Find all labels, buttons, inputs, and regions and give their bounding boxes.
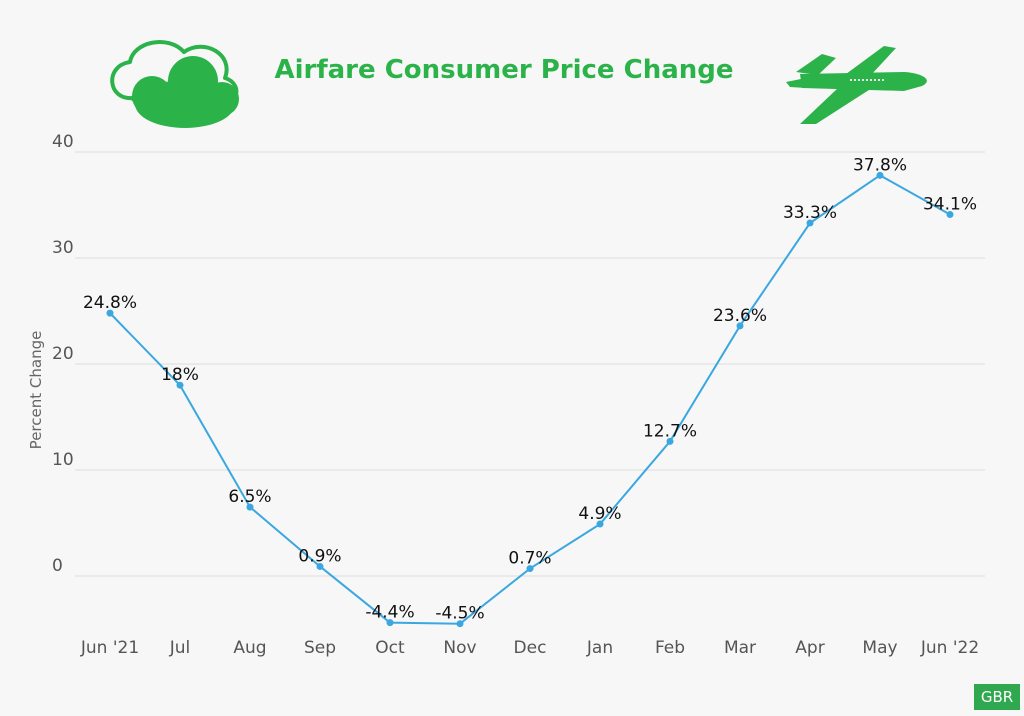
data-point <box>176 381 184 389</box>
data-point <box>246 503 254 511</box>
x-tick-label: Aug <box>233 638 266 658</box>
data-point <box>736 322 744 330</box>
x-tick-label: Jan <box>586 638 613 658</box>
data-point <box>106 309 114 317</box>
y-tick-label: 20 <box>52 344 74 364</box>
x-tick-label: May <box>862 638 897 658</box>
data-point <box>666 437 674 445</box>
y-tick-label: 10 <box>52 450 74 470</box>
data-label: -4.4% <box>365 603 414 623</box>
data-point <box>456 620 464 628</box>
x-tick-label: Apr <box>795 638 824 658</box>
y-axis-label: Percent Change <box>27 331 45 450</box>
data-point <box>596 520 604 528</box>
x-tick-label: Mar <box>724 638 756 658</box>
x-tick-label: Dec <box>514 638 547 658</box>
data-point <box>946 211 954 219</box>
source-badge: GBR <box>974 684 1020 710</box>
y-tick-label: 0 <box>52 556 63 576</box>
data-label: 24.8% <box>83 293 137 313</box>
data-label: 34.1% <box>923 195 977 215</box>
data-point <box>806 219 814 227</box>
data-label: 0.9% <box>298 546 341 566</box>
data-label: 37.8% <box>853 155 907 175</box>
data-point <box>386 619 394 627</box>
cloud-icon <box>110 40 239 128</box>
airplane-icon <box>786 46 927 124</box>
y-tick-label: 40 <box>52 132 74 152</box>
data-point <box>876 171 884 179</box>
data-label: 0.7% <box>508 549 551 569</box>
data-label: 4.9% <box>578 504 621 524</box>
x-tick-label: Jul <box>169 638 191 658</box>
y-tick-label: 30 <box>52 238 74 258</box>
x-tick-label: Sep <box>304 638 336 658</box>
data-label: 6.5% <box>228 487 271 507</box>
x-tick-label: Oct <box>375 638 405 658</box>
x-tick-label: Jun '21 <box>80 638 139 658</box>
data-label: 33.3% <box>783 203 837 223</box>
data-point <box>526 565 534 573</box>
data-label: 12.7% <box>643 421 697 441</box>
data-point <box>316 562 324 570</box>
data-label: 18% <box>161 365 199 385</box>
x-tick-label: Jun '22 <box>920 638 979 658</box>
data-label: -4.5% <box>435 604 484 624</box>
data-label: 23.6% <box>713 306 767 326</box>
x-tick-label: Feb <box>655 638 685 658</box>
x-tick-label: Nov <box>443 638 476 658</box>
chart-title: Airfare Consumer Price Change <box>274 55 733 85</box>
